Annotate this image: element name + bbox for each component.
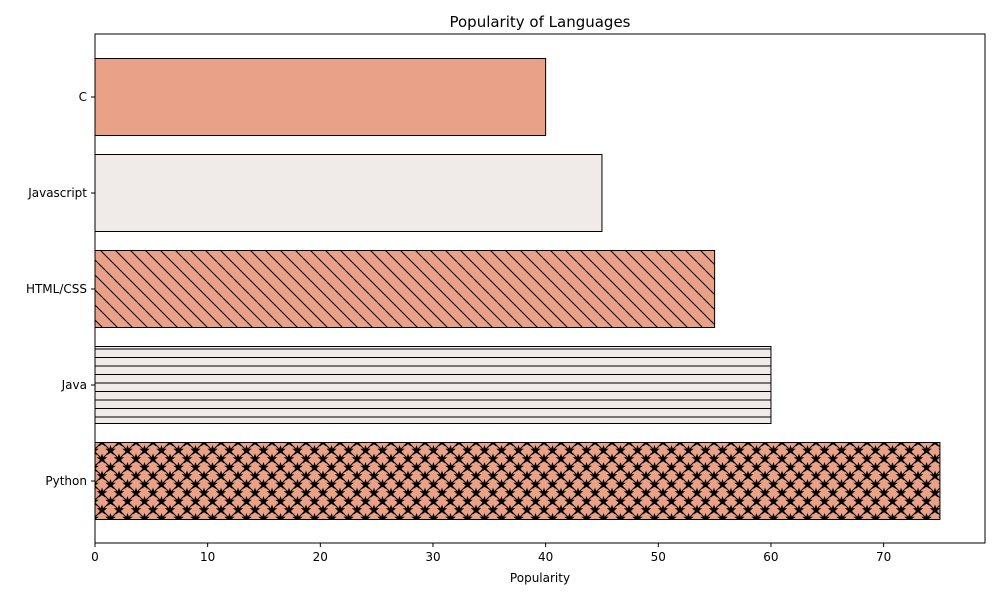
- bar-c: [95, 58, 546, 136]
- x-tick-label: 20: [313, 550, 328, 564]
- y-tick-label: Python: [45, 474, 87, 488]
- y-tick-label: HTML/CSS: [26, 282, 87, 296]
- x-axis-label: Popularity: [510, 571, 570, 585]
- y-tick-label: Java: [61, 378, 87, 392]
- bars-group: [94, 58, 941, 520]
- x-tick-label: 60: [763, 550, 778, 564]
- bar-javascript: [95, 154, 602, 232]
- x-tick-label: 40: [538, 550, 553, 564]
- chart-title: Popularity of Languages: [449, 13, 630, 31]
- bar-hatch-python: [95, 442, 940, 520]
- y-axis-ticks: Python Java HTML/CSS Javascript C: [26, 90, 95, 488]
- x-tick-label: 70: [876, 550, 891, 564]
- x-axis-ticks: 0 10 20 30 40 50 60 70: [91, 543, 891, 564]
- x-tick-label: 30: [425, 550, 440, 564]
- x-tick-label: 10: [200, 550, 215, 564]
- y-tick-label: C: [79, 90, 87, 104]
- x-tick-label: 50: [651, 550, 666, 564]
- plot-frame: [94, 33, 986, 544]
- x-tick-label: 0: [91, 550, 99, 564]
- bar-hatch-html-css: [95, 250, 715, 328]
- y-tick-label: Javascript: [27, 186, 87, 200]
- bar-hatch-java: [95, 346, 771, 424]
